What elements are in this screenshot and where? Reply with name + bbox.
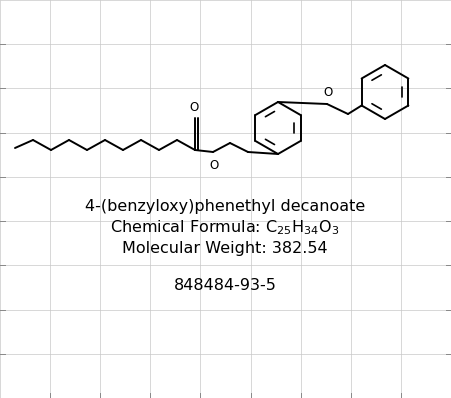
Text: O: O (209, 159, 219, 172)
Text: O: O (189, 101, 198, 114)
Text: 848484-93-5: 848484-93-5 (174, 277, 276, 293)
Text: Molecular Weight: 382.54: Molecular Weight: 382.54 (122, 242, 328, 256)
Text: Chemical Formula: $\mathregular{C_{25}H_{34}O_3}$: Chemical Formula: $\mathregular{C_{25}H_… (110, 219, 340, 237)
Text: O: O (323, 86, 333, 99)
Text: 4-(benzyloxy)phenethyl decanoate: 4-(benzyloxy)phenethyl decanoate (85, 199, 365, 215)
